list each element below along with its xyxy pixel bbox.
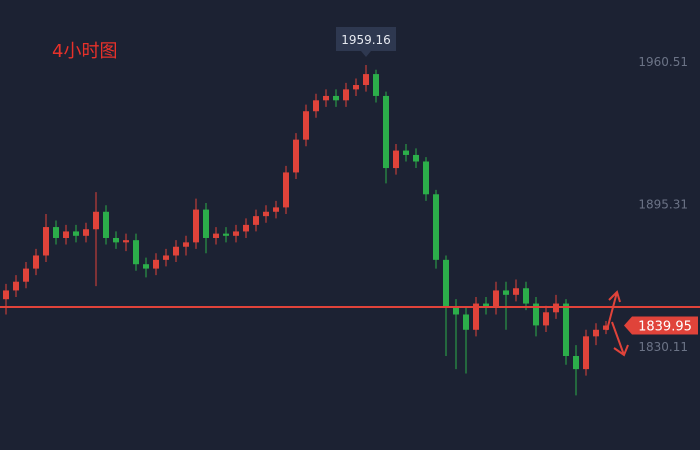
candle-body (333, 95, 339, 101)
candle-body (513, 288, 519, 295)
candle-body (593, 329, 599, 337)
last-price-tag (624, 316, 698, 335)
candle-body (353, 85, 359, 90)
candle-body (3, 290, 9, 300)
candle-body (363, 74, 369, 86)
candle-body (23, 268, 29, 282)
candle-body (603, 325, 609, 330)
candle-body (243, 224, 249, 232)
candle-body (533, 303, 539, 326)
candle-body (383, 95, 389, 169)
candle-body (443, 259, 449, 308)
candle-body (213, 233, 219, 238)
candle-body (393, 150, 399, 169)
candle-body (283, 172, 289, 208)
candle-body (343, 89, 349, 101)
candle-body (113, 237, 119, 243)
candle-body (543, 312, 549, 326)
candle-body (273, 207, 279, 212)
candle-body (53, 227, 59, 238)
candle-body (323, 95, 329, 101)
candle-body (473, 303, 479, 330)
candle-body (263, 211, 269, 217)
candle-body (133, 240, 139, 265)
candle-body (293, 139, 299, 173)
candle-body (223, 233, 229, 236)
annotation-arrows (606, 290, 629, 357)
candle-body (183, 242, 189, 247)
candle-body (373, 74, 379, 96)
candle-body (13, 281, 19, 291)
candle-body (313, 100, 319, 112)
candle-body (193, 209, 199, 243)
candle-body (503, 290, 509, 295)
candle-body (43, 227, 49, 256)
candle-body (33, 255, 39, 269)
candle-body (123, 240, 129, 243)
candle-body (433, 194, 439, 260)
candle-body (143, 264, 149, 269)
candle-body (103, 211, 109, 238)
candle-body (403, 150, 409, 155)
candle-body (303, 111, 309, 140)
max-label: 1959.16 (341, 33, 391, 47)
candle-body (73, 231, 79, 236)
candle-body (413, 154, 419, 162)
candle-body (153, 259, 159, 269)
candle-body (203, 209, 209, 238)
candle-body (493, 290, 499, 308)
candle-body (93, 211, 99, 230)
last-price-label: 1839.95 (638, 320, 692, 335)
y-tick-label: 1960.51 (638, 55, 688, 69)
candle-body (523, 288, 529, 304)
candle-body (463, 314, 469, 330)
candle-body (423, 161, 429, 195)
candle-body (563, 303, 569, 357)
arrow-up (606, 290, 621, 331)
chart-title: 4小时图 (52, 41, 117, 62)
max-callout (336, 26, 396, 57)
candle-body (453, 307, 459, 315)
candle-body (233, 231, 239, 236)
candle-body (63, 231, 69, 238)
candle-body (573, 356, 579, 370)
candle-body (483, 303, 489, 308)
candle-body (583, 336, 589, 370)
y-tick-label: 1895.31 (638, 198, 688, 212)
candle-body (173, 246, 179, 256)
candle-body (253, 216, 259, 225)
y-tick-label: 1830.11 (638, 340, 688, 354)
arrow-down (611, 321, 629, 357)
candle-body (83, 229, 89, 236)
candle-body (163, 255, 169, 260)
